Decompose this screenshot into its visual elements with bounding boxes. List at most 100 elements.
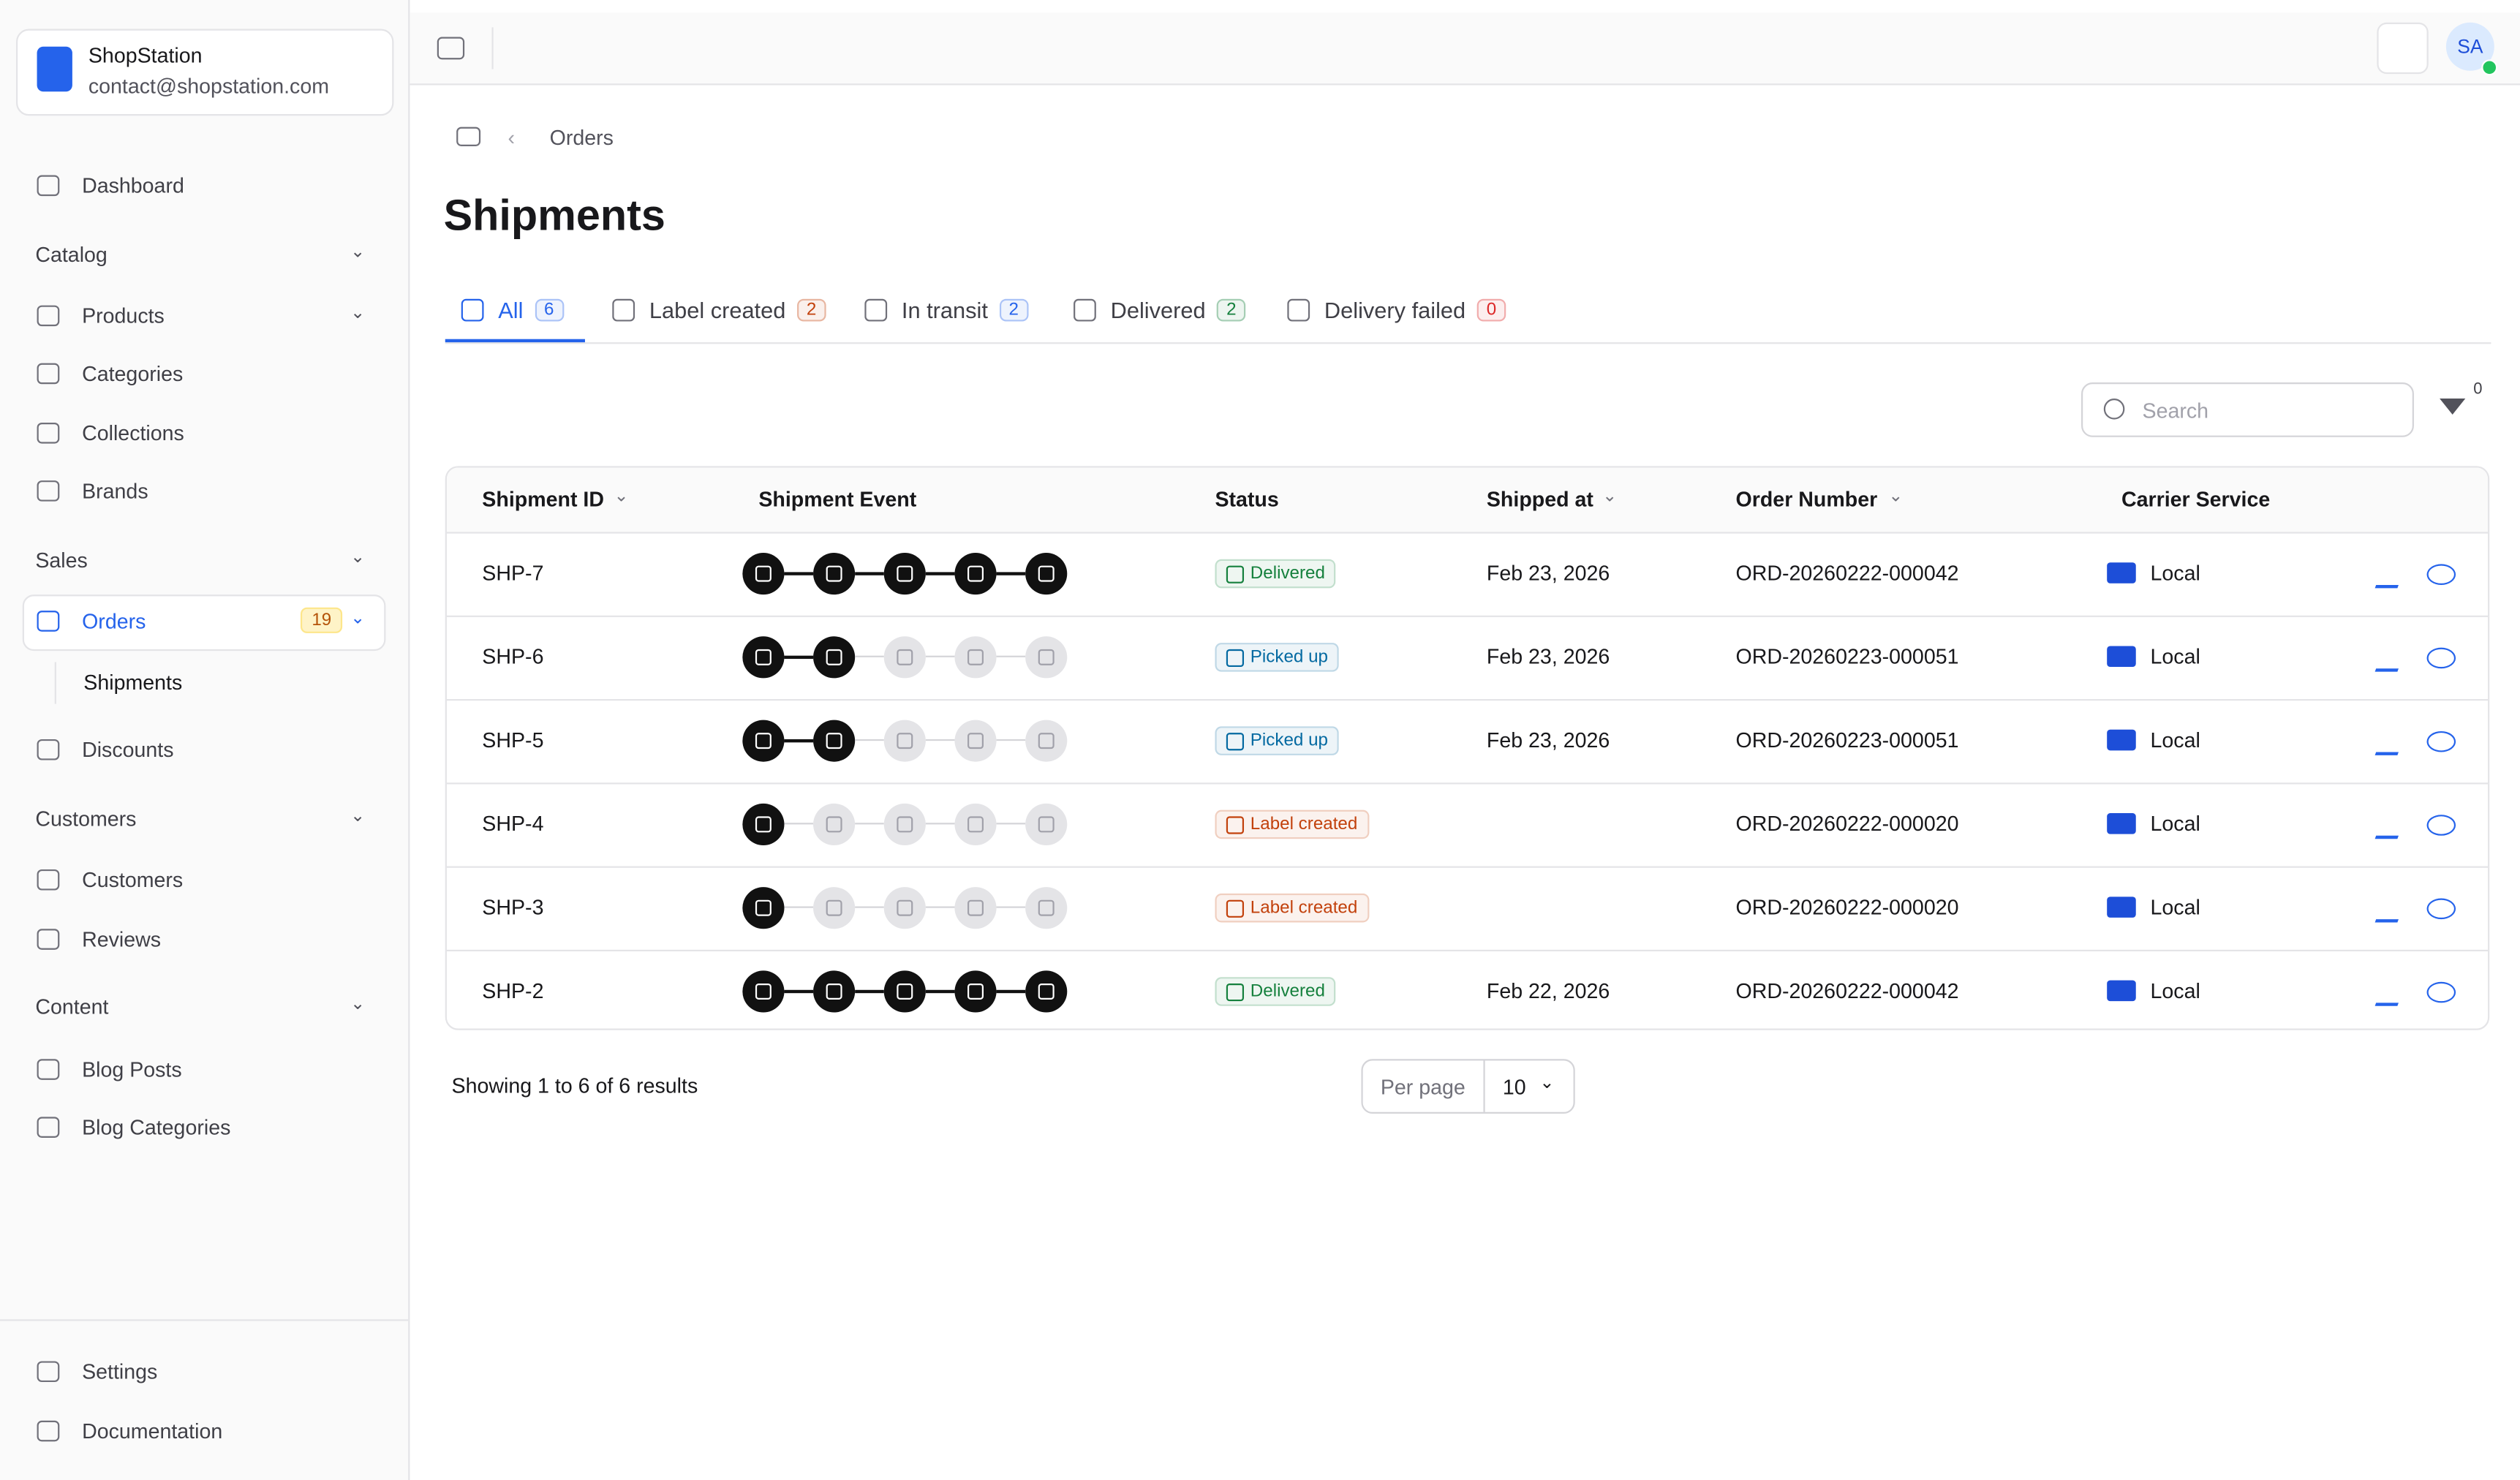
nav-section[interactable]: Customers: [35, 807, 137, 831]
tab[interactable]: In transit 2: [864, 298, 1029, 323]
event-step: [883, 803, 926, 845]
per-page-value[interactable]: 10: [1502, 1075, 1526, 1100]
event-icon: [755, 983, 772, 1000]
event-icon: [967, 565, 984, 582]
sort-icon: ⌄: [1602, 486, 1618, 507]
nav-section[interactable]: Content: [35, 994, 109, 1019]
view-button[interactable]: [2426, 981, 2456, 1003]
nav-item[interactable]: Settings: [82, 1359, 158, 1384]
nav-icon: [37, 1059, 60, 1080]
order-number[interactable]: ORD-20260222-000020: [1735, 895, 1959, 920]
shipment-events: [742, 803, 1068, 845]
event-connector: [784, 739, 814, 743]
brand-name: ShopStation: [88, 43, 203, 68]
column-header: Carrier Service: [2121, 486, 2271, 511]
edit-button[interactable]: [2374, 643, 2408, 672]
nav-item[interactable]: Orders: [82, 608, 146, 633]
nav-subitem[interactable]: Shipments: [83, 670, 183, 695]
event-icon: [897, 649, 913, 665]
carrier-logo: [2107, 813, 2136, 834]
order-number[interactable]: ORD-20260223-000051: [1735, 644, 1959, 669]
tab[interactable]: Delivered 2: [1074, 298, 1246, 323]
view-button[interactable]: [2426, 898, 2456, 920]
column-header[interactable]: Shipment ID: [482, 486, 604, 511]
shipment-id: SHP-3: [482, 895, 544, 920]
event-step: [813, 636, 856, 679]
event-step: [883, 636, 926, 679]
tab[interactable]: All 6: [461, 298, 564, 323]
shipment-id: SHP-5: [482, 728, 544, 752]
event-icon: [967, 733, 984, 750]
breadcrumb[interactable]: Orders: [549, 125, 614, 150]
event-icon: [967, 816, 984, 833]
edit-button[interactable]: [2374, 893, 2408, 923]
event-step: [883, 720, 926, 762]
tab[interactable]: Delivery failed 0: [1287, 298, 1506, 323]
tab[interactable]: Label created 2: [612, 298, 826, 323]
chevron[interactable]: ⌄: [350, 242, 366, 263]
order-number[interactable]: ORD-20260222-000042: [1735, 560, 1959, 585]
nav-item[interactable]: Blog Posts: [82, 1057, 182, 1082]
nav-item[interactable]: Discounts: [82, 737, 174, 762]
event-connector: [996, 655, 1026, 657]
nav-icon: [37, 869, 60, 891]
avatar[interactable]: SA: [2445, 22, 2494, 71]
edit-button[interactable]: [2374, 809, 2408, 839]
chevron[interactable]: ⌄: [350, 608, 366, 629]
nav-item[interactable]: Blog Categories: [82, 1115, 231, 1140]
search-box[interactable]: Search: [2081, 382, 2414, 437]
brand-email: contact@shopstation.com: [88, 74, 330, 99]
order-number[interactable]: ORD-20260223-000051: [1735, 728, 1959, 752]
nav-item[interactable]: Customers: [82, 867, 184, 892]
tab-label: Delivered: [1110, 297, 1206, 323]
chevron[interactable]: ⌄: [350, 548, 366, 567]
brand-card[interactable]: ShopStation contact@shopstation.com: [15, 29, 394, 116]
nav-icon: [37, 480, 60, 502]
nav-item[interactable]: Products: [82, 303, 165, 328]
theme-button[interactable]: [2377, 22, 2429, 75]
sidebar-toggle[interactable]: [437, 37, 465, 60]
event-icon: [826, 733, 842, 750]
nav-item[interactable]: Categories: [82, 361, 184, 386]
column-header[interactable]: Shipped at: [1486, 486, 1593, 511]
column-header[interactable]: Order Number: [1735, 486, 1878, 511]
event-connector: [925, 572, 955, 575]
event-icon: [897, 899, 913, 916]
nav-item[interactable]: Brands: [82, 478, 148, 503]
nav-item[interactable]: Collections: [82, 420, 184, 445]
tab-icon: [1074, 298, 1096, 322]
order-number[interactable]: ORD-20260222-000042: [1735, 978, 1959, 1003]
chevron[interactable]: ⌄: [350, 303, 366, 323]
per-page: Per page 10 ⌄: [1361, 1059, 1575, 1114]
view-button[interactable]: [2426, 815, 2456, 836]
event-connector: [855, 823, 884, 825]
carrier: Local: [2150, 560, 2200, 585]
order-number[interactable]: ORD-20260222-000020: [1735, 811, 1959, 836]
event-icon: [1038, 816, 1055, 833]
status-badge: Picked up: [1215, 726, 1340, 755]
nav-section[interactable]: Sales: [35, 548, 88, 573]
event-step: [813, 887, 856, 929]
chevron[interactable]: ⌄: [350, 994, 366, 1014]
edit-button[interactable]: [2374, 726, 2408, 755]
search-placeholder: Search: [2142, 399, 2209, 423]
status-badge: Label created: [1215, 809, 1369, 839]
nav-item[interactable]: Reviews: [82, 927, 162, 952]
event-step: [813, 803, 856, 845]
nav-section[interactable]: Catalog: [35, 242, 107, 267]
chevron[interactable]: ⌄: [1539, 1073, 1555, 1093]
filter-icon[interactable]: [2440, 399, 2466, 415]
view-button[interactable]: [2426, 730, 2456, 752]
edit-button[interactable]: [2374, 977, 2408, 1006]
edit-button[interactable]: [2374, 559, 2408, 589]
view-button[interactable]: [2426, 647, 2456, 669]
column-header: Shipment Event: [758, 486, 917, 511]
event-step: [742, 887, 785, 929]
event-step: [813, 720, 856, 762]
nav-item[interactable]: Documentation: [82, 1419, 223, 1443]
chevron[interactable]: ⌄: [350, 807, 366, 826]
view-button[interactable]: [2426, 564, 2456, 585]
event-icon: [755, 649, 772, 665]
home-icon[interactable]: [456, 127, 481, 146]
nav-item[interactable]: Dashboard: [82, 173, 184, 198]
